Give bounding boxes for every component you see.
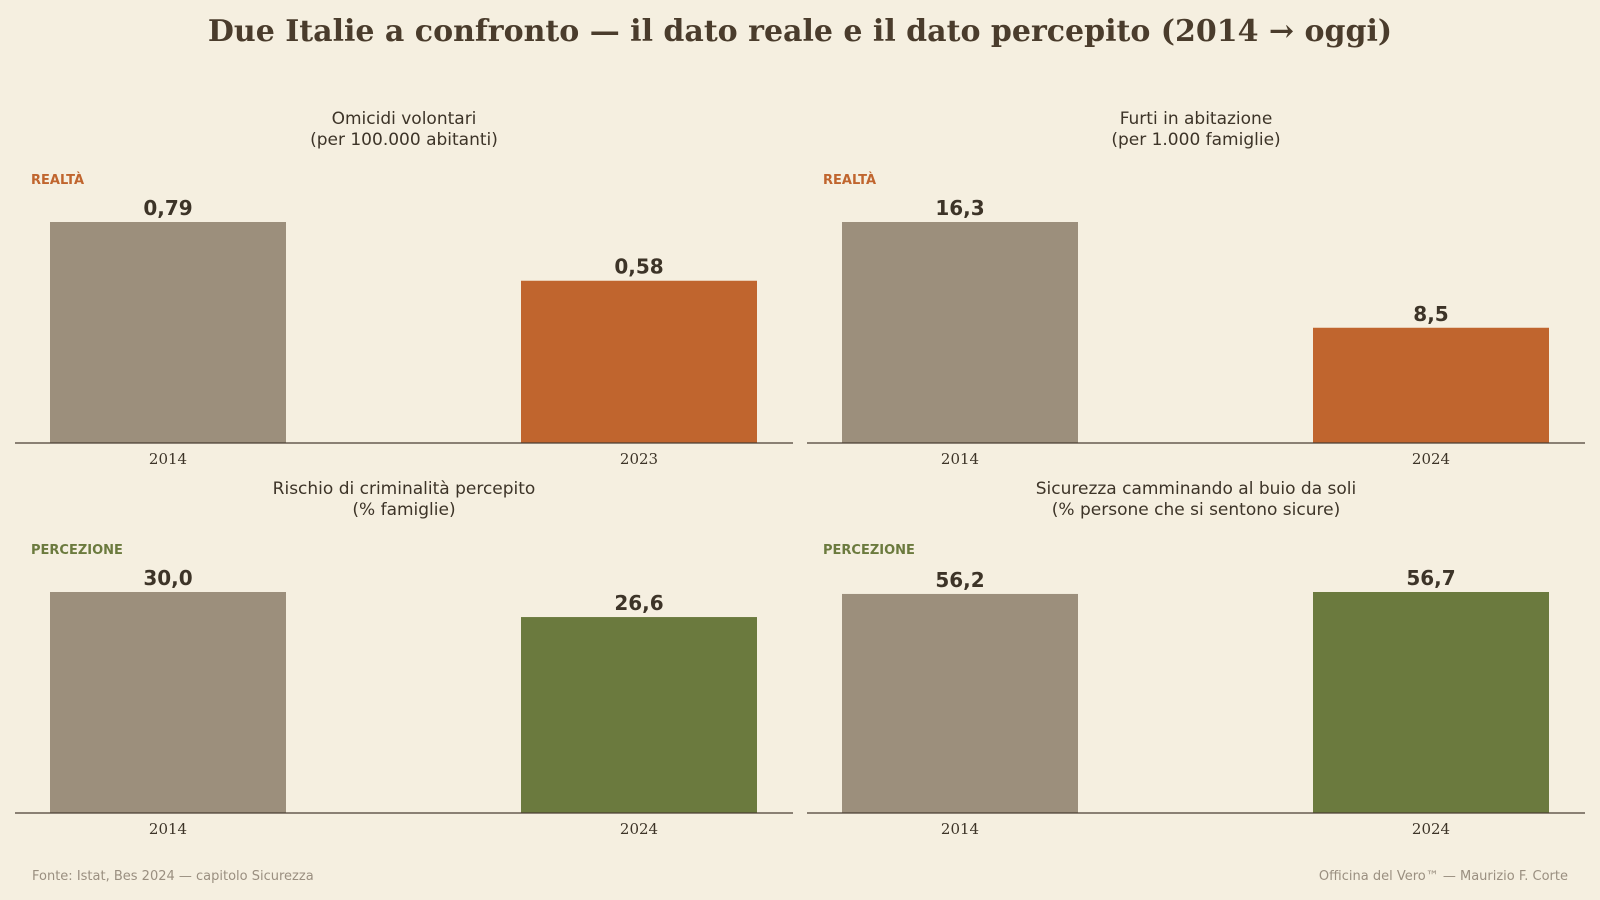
chart-title-line: Sicurezza camminando al buio da soli [1036,479,1357,499]
chart-panel: Rischio di criminalità percepito(% famig… [15,479,793,838]
bar-2014 [842,593,1078,813]
chart-title-line: (per 100.000 abitanti) [310,130,498,150]
page-title: Due Italie a confronto — il dato reale e… [207,14,1393,49]
bar-2023 [521,280,757,443]
bar-2014 [50,592,286,813]
x-tick-label: 2014 [941,820,979,838]
chart-tag: PERCEZIONE [31,543,123,558]
chart-panel: Omicidi volontari(per 100.000 abitanti) R… [15,109,793,468]
x-tick-label: 2024 [1412,820,1450,838]
x-tick-label: 2024 [1412,450,1450,468]
chart-tag: REALTÀ [31,172,84,188]
chart-panel: Sicurezza camminando al buio da soli(% p… [807,479,1585,838]
value-label: 0,79 [143,196,192,220]
x-tick-label: 2024 [620,820,658,838]
value-label: 0,58 [614,255,663,279]
value-label: 30,0 [143,566,192,590]
bar-2024 [1313,592,1549,813]
value-label: 56,7 [1406,566,1455,590]
value-label: 56,2 [935,568,984,592]
x-tick-label: 2023 [620,450,658,468]
chart-title-line: (% persone che si sentono sicure) [1052,500,1340,520]
bar-2014 [50,222,286,443]
chart-title-line: Rischio di criminalità percepito [273,479,536,499]
chart-title-line: (% famiglie) [352,500,455,520]
bar-2014 [842,222,1078,443]
chart-tag: REALTÀ [823,172,876,188]
value-label: 8,5 [1413,302,1448,326]
chart-title-line: (per 1.000 famiglie) [1111,130,1280,150]
chart-tag: PERCEZIONE [823,543,915,558]
x-tick-label: 2014 [149,820,187,838]
chart-title-line: Furti in abitazione [1120,109,1273,129]
footer-source: Fonte: Istat, Bes 2024 — capitolo Sicure… [32,869,314,884]
chart-panel: Furti in abitazione(per 1.000 famiglie) R… [807,109,1585,468]
bar-2024 [1313,327,1549,443]
value-label: 26,6 [614,591,663,615]
chart-title-line: Omicidi volontari [332,109,477,129]
value-label: 16,3 [935,196,984,220]
x-tick-label: 2014 [941,450,979,468]
x-tick-label: 2014 [149,450,187,468]
bar-2024 [521,617,757,813]
footer-credit: Officina del Vero™ — Maurizio F. Corte [1318,869,1568,884]
